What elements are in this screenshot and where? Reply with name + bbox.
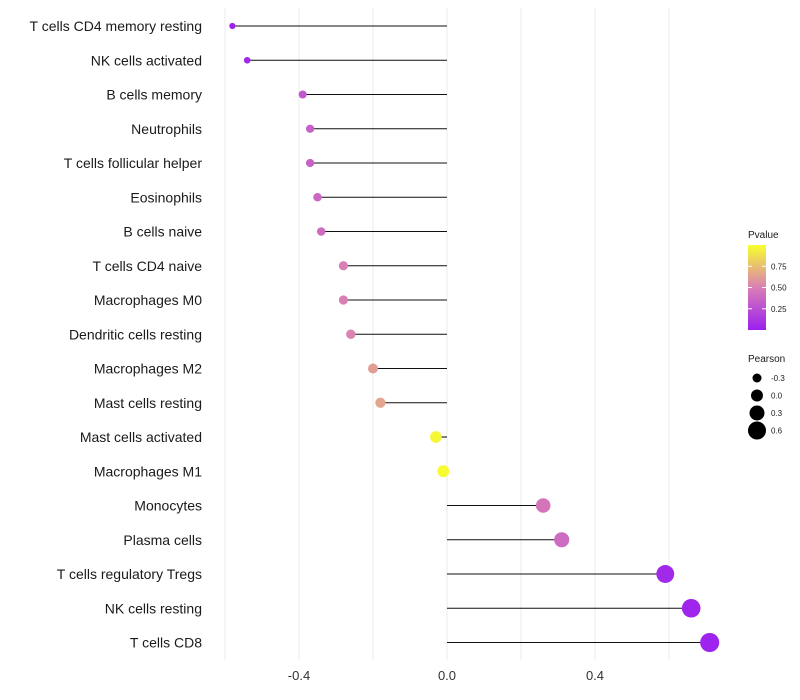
category-label: T cells CD4 memory resting — [30, 18, 202, 34]
data-point — [243, 56, 251, 64]
data-point — [681, 598, 701, 618]
category-label: B cells naive — [123, 224, 202, 240]
colorbar-tick-label: 0.75 — [771, 262, 787, 271]
size-legend-dot — [752, 373, 762, 383]
data-point — [298, 90, 307, 99]
data-point — [338, 261, 348, 271]
category-label: Macrophages M2 — [94, 361, 202, 377]
category-label: B cells memory — [106, 87, 202, 103]
size-legend-label: 0.3 — [771, 409, 783, 418]
size-legend-label: 0.6 — [771, 427, 783, 436]
data-point — [700, 632, 720, 653]
category-label: Mast cells resting — [94, 395, 202, 411]
data-point — [305, 158, 315, 168]
data-point — [338, 295, 348, 305]
data-point — [656, 565, 675, 583]
category-label: T cells CD8 — [130, 635, 202, 651]
x-tick-label: -0.4 — [288, 668, 310, 683]
size-legend-dot — [749, 405, 765, 421]
data-point — [305, 124, 315, 133]
category-label: Mast cells activated — [80, 429, 202, 445]
data-point — [316, 227, 326, 236]
data-point — [430, 431, 442, 443]
category-label: NK cells resting — [105, 600, 202, 616]
data-point — [346, 329, 356, 339]
category-label: NK cells activated — [91, 52, 202, 68]
category-label: Plasma cells — [123, 532, 202, 548]
category-label: Dendritic cells resting — [69, 326, 202, 342]
data-point — [437, 465, 450, 478]
pearson-legend: Pearson -0.3 0.0 0.3 0.6 — [748, 354, 785, 440]
colorbar-tick-label: 0.25 — [771, 305, 787, 314]
x-tick-label: 0.4 — [586, 668, 604, 683]
data-point — [229, 22, 236, 30]
category-label: Monocytes — [134, 498, 202, 514]
pvalue-colorbar — [748, 245, 766, 330]
category-label: T cells CD4 naive — [93, 258, 203, 274]
category-label: Macrophages M0 — [94, 292, 202, 308]
x-axis-tick-labels: -0.4 0.0 0.4 — [288, 668, 604, 683]
data-points — [229, 22, 720, 653]
x-tick-label: 0.0 — [438, 668, 456, 683]
category-label: T cells regulatory Tregs — [57, 566, 202, 582]
size-legend-label: 0.0 — [771, 392, 783, 401]
category-label: Eosinophils — [130, 189, 202, 205]
size-legend-dot — [751, 389, 763, 402]
pearson-legend-title: Pearson — [748, 354, 785, 365]
data-point — [535, 498, 551, 513]
pvalue-legend-title: Pvalue — [748, 230, 779, 241]
data-point — [313, 193, 322, 202]
category-label: Neutrophils — [131, 121, 202, 137]
colorbar-tick-label: 0.50 — [771, 284, 787, 293]
category-labels: T cells CD4 memory resting NK cells activ… — [30, 18, 203, 651]
data-point — [375, 397, 386, 408]
data-point — [368, 363, 378, 374]
size-legend-label: -0.3 — [771, 374, 785, 383]
category-label: T cells follicular helper — [64, 155, 203, 171]
category-label: Macrophages M1 — [94, 463, 202, 479]
data-point — [554, 532, 570, 548]
size-legend-dot — [748, 421, 766, 440]
pvalue-legend: Pvalue 0.75 0.50 0.25 — [748, 230, 787, 330]
stems — [232, 25, 710, 644]
